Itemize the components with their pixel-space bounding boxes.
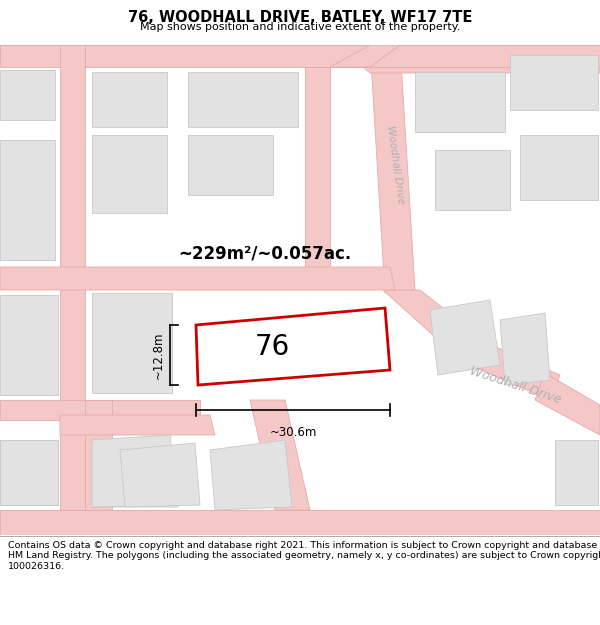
Polygon shape bbox=[383, 290, 490, 355]
Bar bbox=[188, 72, 298, 127]
Polygon shape bbox=[60, 415, 215, 435]
Polygon shape bbox=[250, 400, 310, 510]
Bar bbox=[435, 150, 510, 210]
Polygon shape bbox=[535, 373, 600, 435]
Text: Woodhall Drive: Woodhall Drive bbox=[385, 125, 406, 205]
Bar bbox=[415, 72, 505, 132]
Bar bbox=[0, 140, 55, 260]
Polygon shape bbox=[92, 435, 178, 507]
Bar bbox=[92, 135, 167, 213]
Text: 76: 76 bbox=[254, 333, 290, 361]
Polygon shape bbox=[92, 440, 178, 507]
Polygon shape bbox=[0, 400, 200, 420]
Polygon shape bbox=[430, 300, 500, 375]
Polygon shape bbox=[60, 45, 85, 535]
Polygon shape bbox=[85, 400, 112, 510]
Bar bbox=[555, 440, 598, 505]
Bar bbox=[0, 45, 600, 67]
Text: ~229m²/~0.057ac.: ~229m²/~0.057ac. bbox=[178, 244, 352, 262]
Polygon shape bbox=[330, 45, 400, 67]
Text: Contains OS data © Crown copyright and database right 2021. This information is : Contains OS data © Crown copyright and d… bbox=[8, 541, 600, 571]
Text: ~30.6m: ~30.6m bbox=[269, 426, 317, 439]
Bar bbox=[0, 440, 58, 505]
Bar bbox=[0, 295, 58, 395]
Polygon shape bbox=[210, 440, 292, 510]
Polygon shape bbox=[465, 340, 560, 400]
Bar bbox=[520, 135, 598, 200]
Text: Woodhall Drive: Woodhall Drive bbox=[467, 364, 562, 406]
Polygon shape bbox=[0, 267, 395, 290]
Bar bbox=[92, 293, 172, 393]
Polygon shape bbox=[500, 313, 550, 385]
Text: 76, WOODHALL DRIVE, BATLEY, WF17 7TE: 76, WOODHALL DRIVE, BATLEY, WF17 7TE bbox=[128, 10, 472, 25]
Polygon shape bbox=[196, 308, 390, 385]
Bar bbox=[188, 135, 273, 195]
Polygon shape bbox=[305, 67, 330, 270]
Polygon shape bbox=[370, 45, 415, 293]
Bar bbox=[92, 72, 167, 127]
Bar bbox=[0, 510, 600, 535]
Polygon shape bbox=[0, 45, 600, 73]
Polygon shape bbox=[120, 443, 200, 507]
Text: Map shows position and indicative extent of the property.: Map shows position and indicative extent… bbox=[140, 21, 460, 31]
Bar bbox=[0, 70, 55, 120]
Bar bbox=[0, 440, 58, 505]
Text: ~12.8m: ~12.8m bbox=[151, 331, 164, 379]
Bar bbox=[510, 55, 598, 110]
